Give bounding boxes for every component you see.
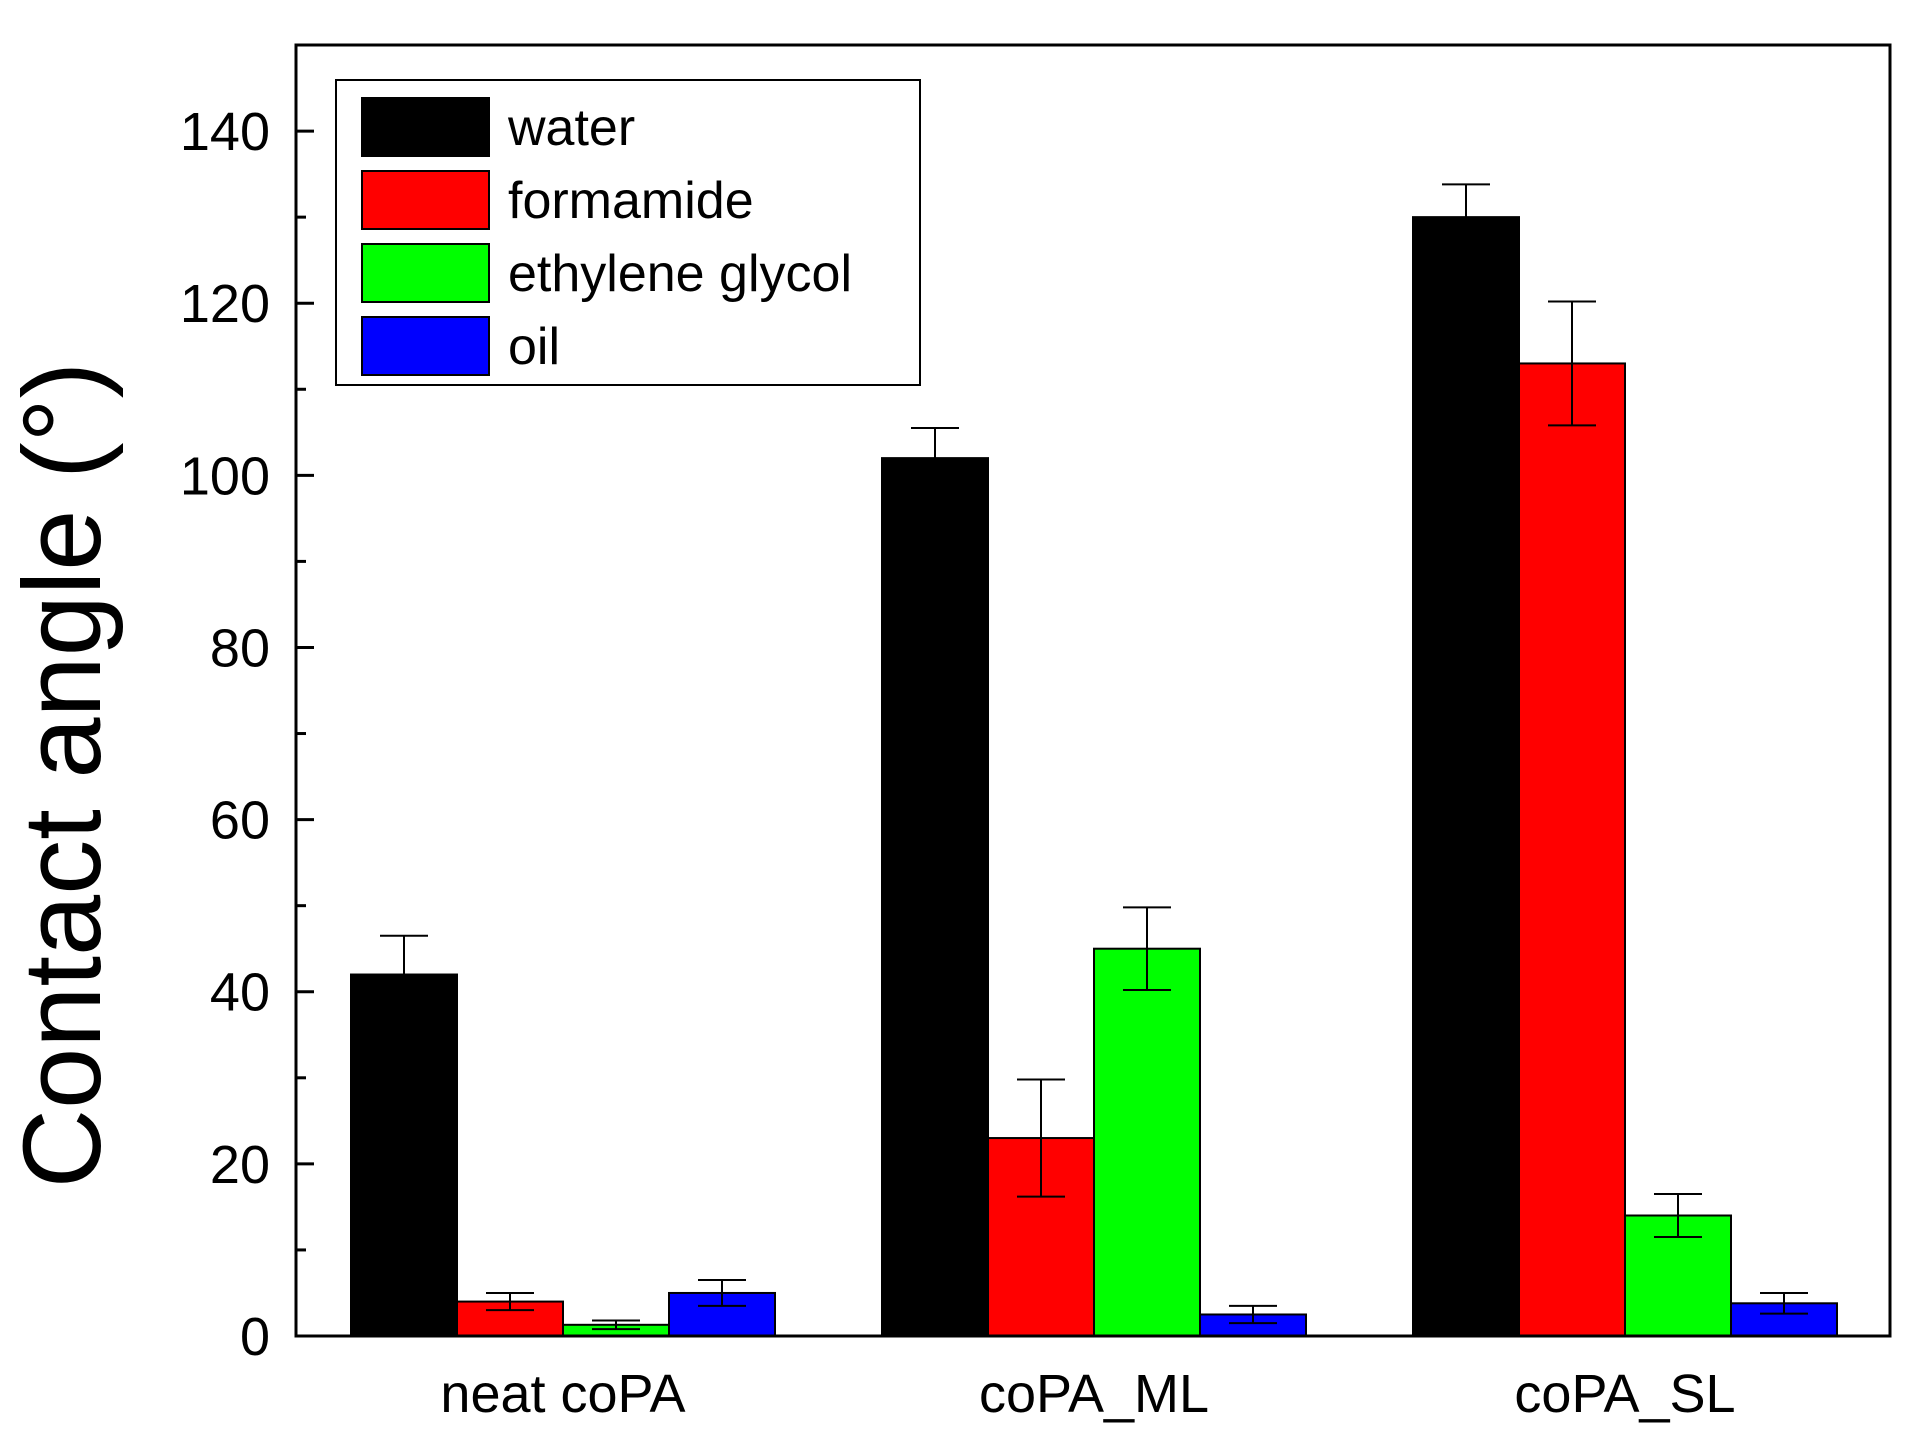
y-tick-label: 60 bbox=[210, 791, 270, 851]
plot-area-frame bbox=[294, 43, 1892, 1338]
bar-water bbox=[350, 973, 458, 1338]
x-category-label: neat coPA bbox=[440, 1364, 685, 1424]
y-tick-label: 0 bbox=[240, 1307, 270, 1367]
bars-layer bbox=[350, 183, 1838, 1338]
x-category-label: coPA_SL bbox=[1514, 1364, 1735, 1424]
y-tick-label: 20 bbox=[210, 1135, 270, 1195]
legend: water formamide ethylene glycol oil bbox=[335, 79, 921, 386]
bar-water bbox=[1412, 216, 1520, 1338]
y-axis-tick-labels: 0 20 40 60 80 100 120 140 bbox=[180, 102, 270, 1367]
legend-swatch-formamide bbox=[361, 170, 490, 230]
bar-group-copa_sl bbox=[1412, 183, 1838, 1338]
legend-label: formamide bbox=[508, 172, 754, 230]
y-tick-label: 120 bbox=[180, 274, 270, 334]
y-axis-ticks bbox=[296, 43, 314, 1338]
legend-swatch-oil bbox=[361, 316, 490, 376]
bar-group-neat-copa bbox=[350, 934, 776, 1338]
legend-label: oil bbox=[508, 318, 560, 376]
y-tick-label: 140 bbox=[180, 102, 270, 162]
legend-label: ethylene glycol bbox=[508, 245, 852, 303]
legend-swatch-ethylene-glycol bbox=[361, 243, 490, 303]
legend-swatch-water bbox=[361, 97, 490, 157]
bar-ethylene-glycol bbox=[1093, 947, 1201, 1337]
bar-group-copa_ml bbox=[881, 426, 1307, 1337]
y-tick-label: 100 bbox=[180, 446, 270, 506]
x-category-label: coPA_ML bbox=[979, 1364, 1209, 1424]
y-tick-label: 40 bbox=[210, 963, 270, 1023]
bar-ethylene-glycol bbox=[1624, 1214, 1732, 1338]
x-axis-category-labels: neat coPA coPA_ML coPA_SL bbox=[440, 1364, 1735, 1424]
y-tick-label: 80 bbox=[210, 618, 270, 678]
legend-label: water bbox=[507, 99, 635, 157]
y-axis-title: Contact angle (°) bbox=[1, 362, 124, 1189]
bar-formamide bbox=[1518, 362, 1626, 1337]
bar-water bbox=[881, 457, 989, 1337]
